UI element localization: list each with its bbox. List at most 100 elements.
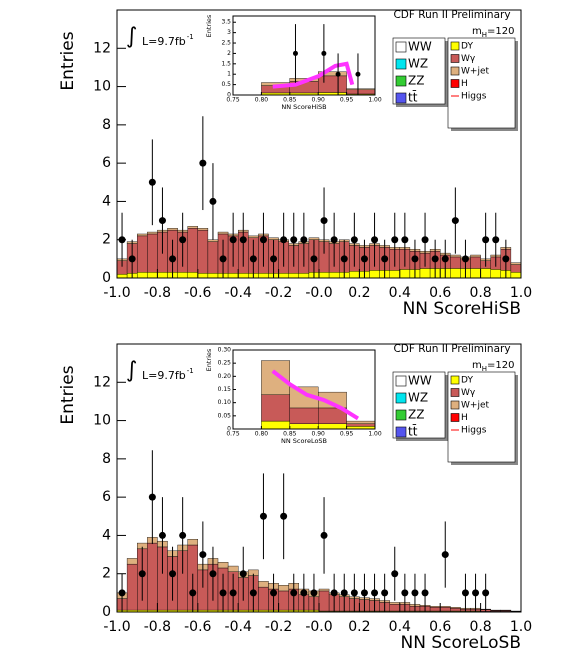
- data-point: [350, 589, 358, 597]
- data-point: [179, 236, 187, 244]
- data-point: [148, 178, 156, 186]
- x-tick-label: 0.75: [226, 97, 240, 104]
- y-tick-label: 0: [102, 604, 111, 620]
- y-tick-label: 0.15: [218, 386, 232, 393]
- legend-label: DY: [461, 376, 473, 386]
- y-tick-label: 8: [102, 451, 111, 467]
- legend-swatch: [395, 409, 407, 421]
- hist-bar: [298, 273, 310, 279]
- mass-sub: H: [482, 31, 487, 39]
- data-point: [371, 236, 379, 244]
- hist-bar: [429, 607, 441, 612]
- hist-bar: [346, 89, 376, 95]
- y-axis-label: Entries: [205, 348, 213, 371]
- hist-bar: [126, 558, 138, 565]
- x-tick-label: 0.85: [283, 431, 297, 438]
- data-point: [340, 255, 348, 263]
- data-point: [411, 255, 419, 263]
- x-tick-label: -0.8: [144, 285, 171, 301]
- data-point: [259, 236, 267, 244]
- hist-bar: [136, 233, 148, 237]
- data-point: [229, 589, 237, 597]
- hist-bar: [510, 262, 522, 265]
- hist-bar: [429, 606, 441, 608]
- hist-bar: [258, 586, 269, 611]
- legend-swatch: [450, 413, 460, 422]
- x-tick-label: 0.2: [348, 619, 370, 635]
- hist-bar: [147, 272, 158, 279]
- data-point: [169, 570, 177, 578]
- data-point: [239, 570, 247, 578]
- hist-bar: [278, 585, 289, 592]
- x-tick-label: 0.80: [255, 431, 269, 438]
- lumi-symbol: ∫: [126, 24, 137, 49]
- data-point: [320, 531, 328, 539]
- x-tick-label: 0.90: [312, 431, 326, 438]
- hist-bar: [177, 272, 188, 279]
- data-point: [169, 255, 177, 263]
- x-tick-label: -0.2: [265, 619, 292, 635]
- hist-bar: [288, 273, 300, 279]
- data-point: [335, 71, 341, 77]
- y-tick-label: 0.30: [218, 347, 232, 354]
- data-point: [482, 236, 490, 244]
- legend-label: W+jet: [461, 67, 489, 77]
- x-tick-label: -0.0: [305, 619, 332, 635]
- legend-label: W+jet: [461, 401, 489, 411]
- hist-bar: [207, 273, 219, 279]
- legend-swatch: [395, 92, 407, 104]
- hist-bar: [440, 606, 451, 608]
- hist-bar: [389, 602, 401, 605]
- hist-bar: [278, 273, 289, 279]
- data-point: [290, 589, 298, 597]
- data-point: [411, 589, 419, 597]
- x-axis-label: NN ScoreLoSB: [281, 437, 327, 445]
- y-tick-label: 0.05: [218, 412, 232, 419]
- data-point: [249, 589, 257, 597]
- x-tick-label: 0.90: [312, 97, 326, 104]
- data-point: [461, 589, 469, 597]
- hist-bar: [318, 75, 347, 93]
- hist-bar: [349, 271, 360, 279]
- y-tick-label: 1: [227, 71, 231, 78]
- hist-bar: [136, 272, 148, 279]
- legend-label: Higgs: [461, 92, 487, 102]
- hist-bar: [147, 542, 158, 611]
- hist-bar: [268, 237, 279, 240]
- data-point: [219, 589, 227, 597]
- legend-label: WZ: [408, 391, 428, 405]
- hist-bar: [187, 226, 198, 229]
- hist-bar: [318, 588, 330, 592]
- hist-bar: [440, 607, 451, 612]
- hist-bar: [237, 273, 249, 279]
- legend-label: Wγ: [461, 388, 476, 398]
- hist-bar: [510, 264, 522, 273]
- hist-bar: [227, 273, 239, 279]
- mass-value: =120: [487, 360, 514, 371]
- x-tick-label: 0.4: [389, 285, 411, 301]
- y-tick-label: 0: [227, 92, 231, 99]
- data-point: [321, 50, 327, 56]
- data-point: [239, 236, 247, 244]
- legend-label: WZ: [408, 57, 428, 71]
- hist-bar: [490, 269, 502, 279]
- x-tick-label: 0.8: [469, 619, 491, 635]
- chart-title: CDF Run II Preliminary: [393, 9, 510, 21]
- x-tick-label: 0.6: [429, 619, 451, 635]
- legend-box: [447, 37, 516, 129]
- data-point: [229, 236, 237, 244]
- y-tick-label: 10: [93, 413, 111, 429]
- data-point: [461, 255, 469, 263]
- y-tick-label: 0: [227, 426, 231, 433]
- x-axis-label: NN ScoreHiSB: [281, 103, 326, 111]
- data-point: [118, 589, 126, 597]
- hist-bar: [227, 565, 239, 572]
- axis-frame: [232, 15, 376, 96]
- legend-label: H: [461, 79, 468, 89]
- hist-bar: [318, 272, 330, 279]
- hist-bar: [450, 607, 461, 612]
- x-tick-label: 0.95: [340, 431, 354, 438]
- y-tick-label: 12: [93, 40, 111, 56]
- hist-bar: [207, 239, 219, 242]
- data-point: [300, 589, 308, 597]
